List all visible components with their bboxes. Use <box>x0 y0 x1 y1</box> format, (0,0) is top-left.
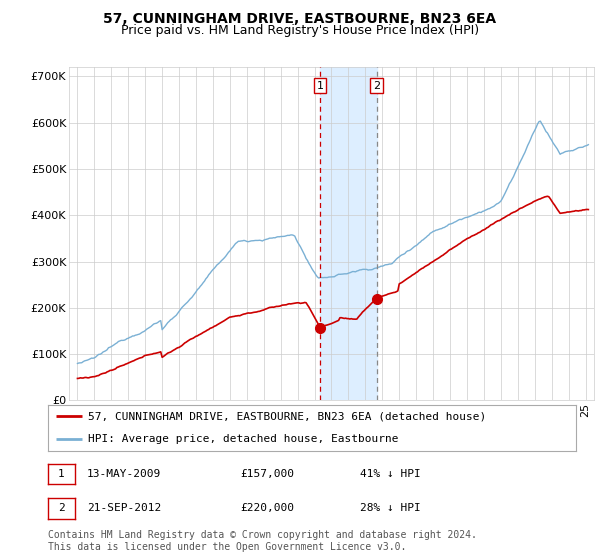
Text: 21-SEP-2012: 21-SEP-2012 <box>87 503 161 514</box>
Text: HPI: Average price, detached house, Eastbourne: HPI: Average price, detached house, East… <box>88 435 398 444</box>
Text: 28% ↓ HPI: 28% ↓ HPI <box>360 503 421 514</box>
Bar <box>320 67 377 400</box>
Text: £220,000: £220,000 <box>240 503 294 514</box>
Text: £157,000: £157,000 <box>240 469 294 479</box>
Text: 2: 2 <box>58 503 65 514</box>
Text: 13-MAY-2009: 13-MAY-2009 <box>87 469 161 479</box>
Text: 57, CUNNINGHAM DRIVE, EASTBOURNE, BN23 6EA: 57, CUNNINGHAM DRIVE, EASTBOURNE, BN23 6… <box>103 12 497 26</box>
Text: Contains HM Land Registry data © Crown copyright and database right 2024.
This d: Contains HM Land Registry data © Crown c… <box>48 530 477 552</box>
Text: 1: 1 <box>317 81 324 91</box>
Text: Price paid vs. HM Land Registry's House Price Index (HPI): Price paid vs. HM Land Registry's House … <box>121 24 479 37</box>
Text: 41% ↓ HPI: 41% ↓ HPI <box>360 469 421 479</box>
Text: 2: 2 <box>373 81 380 91</box>
Text: 57, CUNNINGHAM DRIVE, EASTBOURNE, BN23 6EA (detached house): 57, CUNNINGHAM DRIVE, EASTBOURNE, BN23 6… <box>88 412 486 421</box>
Text: 1: 1 <box>58 469 65 479</box>
